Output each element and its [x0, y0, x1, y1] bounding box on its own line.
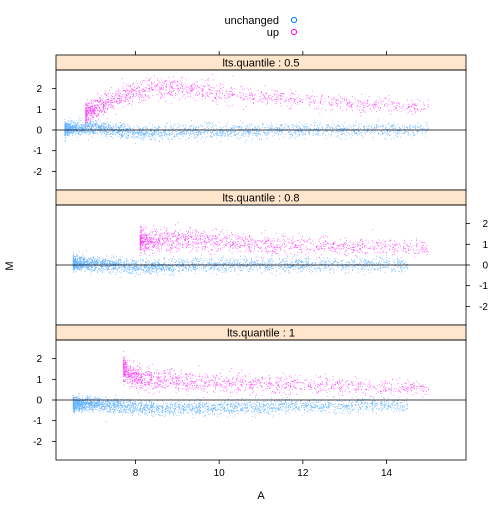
- series-unchanged-points: [72, 392, 409, 423]
- x-axis-title: A: [257, 490, 265, 502]
- panel-points-0: [64, 74, 429, 144]
- panel-strip-label-1: lts.quantile : 0.8: [222, 193, 299, 205]
- y-tick-label-0-2: 0: [36, 126, 42, 137]
- y-tick-label-2-4: 2: [36, 354, 42, 365]
- y-tick-label-2-3: 1: [36, 375, 42, 386]
- series-up-points: [122, 350, 429, 398]
- y-tick-label-2-1: -1: [33, 416, 42, 427]
- x-tick-label-1: 10: [214, 468, 226, 479]
- y-tick-label-1-4: 2: [482, 219, 488, 230]
- y-tick-label-0-3: 1: [36, 105, 42, 116]
- y-tick-label-2-2: 0: [36, 396, 42, 407]
- series-unchanged-points: [72, 250, 409, 278]
- x-tick-label-2: 12: [297, 468, 309, 479]
- y-tick-label-1-1: -1: [479, 281, 488, 292]
- panel-points-2: [72, 350, 429, 423]
- panel-strip-label-0: lts.quantile : 0.5: [222, 58, 299, 70]
- y-tick-label-1-3: 1: [482, 240, 488, 251]
- legend-label-1: up: [267, 27, 279, 39]
- legend-marker-0: [290, 16, 298, 24]
- panel-points-1: [72, 222, 429, 278]
- series-up-points: [139, 222, 429, 259]
- x-tick-label-0: 8: [133, 468, 139, 479]
- x-tick-label-3: 14: [381, 468, 393, 479]
- panel-strip-label-2: lts.quantile : 1: [227, 328, 295, 340]
- y-tick-label-0-4: 2: [36, 84, 42, 95]
- y-axis-title: M: [4, 261, 16, 270]
- series-up-points: [85, 74, 429, 127]
- y-tick-label-1-2: 0: [482, 261, 488, 272]
- series-unchanged-points: [64, 116, 429, 144]
- y-tick-label-0-0: -2: [33, 167, 42, 178]
- legend-marker-1: [290, 28, 298, 36]
- y-tick-label-2-0: -2: [33, 437, 42, 448]
- y-tick-label-0-1: -1: [33, 146, 42, 157]
- y-tick-label-1-0: -2: [479, 302, 488, 313]
- legend-label-0: unchanged: [225, 15, 279, 27]
